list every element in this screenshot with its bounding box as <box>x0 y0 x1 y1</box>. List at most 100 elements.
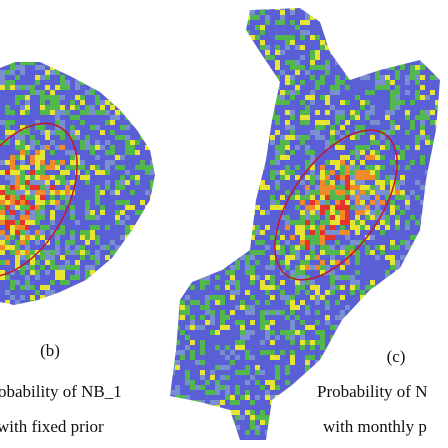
map-pixel <box>355 125 360 130</box>
map-pixel <box>95 260 100 265</box>
map-pixel <box>320 245 325 250</box>
map-pixel <box>105 220 110 225</box>
map-pixel <box>435 85 440 90</box>
map-pixel <box>245 205 250 210</box>
map-pixel <box>315 285 320 290</box>
map-pixel <box>230 105 235 110</box>
map-pixel <box>150 225 155 230</box>
map-pixel <box>440 215 445 220</box>
map-pixel <box>85 280 90 285</box>
map-pixel <box>300 140 305 145</box>
map-pixel <box>355 215 360 220</box>
map-pixel <box>195 145 200 150</box>
map-pixel <box>55 165 60 170</box>
map-pixel <box>165 80 170 85</box>
map-pixel <box>230 210 235 215</box>
map-pixel <box>290 270 295 275</box>
map-pixel <box>240 85 245 90</box>
map-pixel <box>220 300 225 305</box>
map-pixel <box>265 70 270 75</box>
map-pixel <box>60 245 65 250</box>
map-pixel <box>65 260 70 265</box>
map-pixel <box>265 85 270 90</box>
map-pixel <box>150 255 155 260</box>
map-pixel <box>375 245 380 250</box>
map-pixel <box>385 240 390 245</box>
map-pixel <box>420 220 425 225</box>
map-pixel <box>280 180 285 185</box>
map-pixel <box>70 150 75 155</box>
map-pixel <box>290 300 295 305</box>
map-pixel <box>230 195 235 200</box>
map-pixel <box>150 95 155 100</box>
map-pixel <box>415 8 420 10</box>
map-pixel <box>350 115 355 120</box>
map-pixel <box>175 275 180 280</box>
map-pixel <box>410 120 415 125</box>
map-pixel <box>225 170 230 175</box>
map-pixel <box>175 20 180 25</box>
map-pixel <box>250 110 255 115</box>
map-pixel <box>25 190 30 195</box>
map-pixel <box>10 145 15 150</box>
map-pixel <box>440 75 445 80</box>
map-pixel <box>340 230 345 235</box>
map-pixel <box>260 55 265 60</box>
map-pixel <box>240 150 245 155</box>
map-pixel <box>170 95 175 100</box>
map-pixel <box>325 55 330 60</box>
map-pixel <box>280 120 285 125</box>
map-pixel <box>235 205 240 210</box>
map-pixel <box>285 50 290 55</box>
map-pixel <box>260 35 265 40</box>
map-pixel <box>100 75 105 80</box>
map-pixel <box>390 85 395 90</box>
map-pixel <box>210 165 215 170</box>
map-pixel <box>435 135 440 140</box>
map-pixel <box>125 290 130 295</box>
map-pixel <box>50 205 55 210</box>
map-pixel <box>45 170 50 175</box>
map-pixel <box>25 175 30 180</box>
map-pixel <box>235 105 240 110</box>
map-pixel <box>55 175 60 180</box>
map-pixel <box>345 280 350 285</box>
map-pixel <box>305 195 310 200</box>
map-pixel <box>430 265 435 270</box>
map-pixel <box>270 170 275 175</box>
map-pixel <box>200 70 205 75</box>
map-pixel <box>20 100 25 105</box>
map-pixel <box>325 130 330 135</box>
map-pixel <box>355 275 360 280</box>
map-pixel <box>180 85 185 90</box>
map-pixel <box>255 235 260 240</box>
map-pixel <box>405 300 410 305</box>
map-pixel <box>135 295 140 300</box>
map-pixel <box>305 300 310 305</box>
map-pixel <box>210 195 215 200</box>
map-pixel <box>250 125 255 130</box>
map-pixel <box>385 135 390 140</box>
map-pixel <box>350 195 355 200</box>
map-pixel <box>285 280 290 285</box>
map-pixel <box>440 50 445 55</box>
map-pixel <box>150 120 155 125</box>
map-pixel <box>330 155 335 160</box>
map-pixel <box>230 305 235 310</box>
map-pixel <box>415 170 420 175</box>
map-pixel <box>170 140 175 145</box>
map-pixel <box>315 95 320 100</box>
map-pixel <box>225 40 230 45</box>
map-pixel <box>435 180 440 185</box>
map-pixel <box>210 210 215 215</box>
map-pixel <box>345 25 350 30</box>
map-pixel <box>295 35 300 40</box>
map-pixel <box>315 20 320 25</box>
map-pixel <box>405 120 410 125</box>
map-pixel <box>315 205 320 210</box>
map-pixel <box>35 190 40 195</box>
map-pixel <box>185 235 190 240</box>
map-pixel <box>420 45 425 50</box>
map-pixel <box>420 270 425 275</box>
map-pixel <box>245 155 250 160</box>
